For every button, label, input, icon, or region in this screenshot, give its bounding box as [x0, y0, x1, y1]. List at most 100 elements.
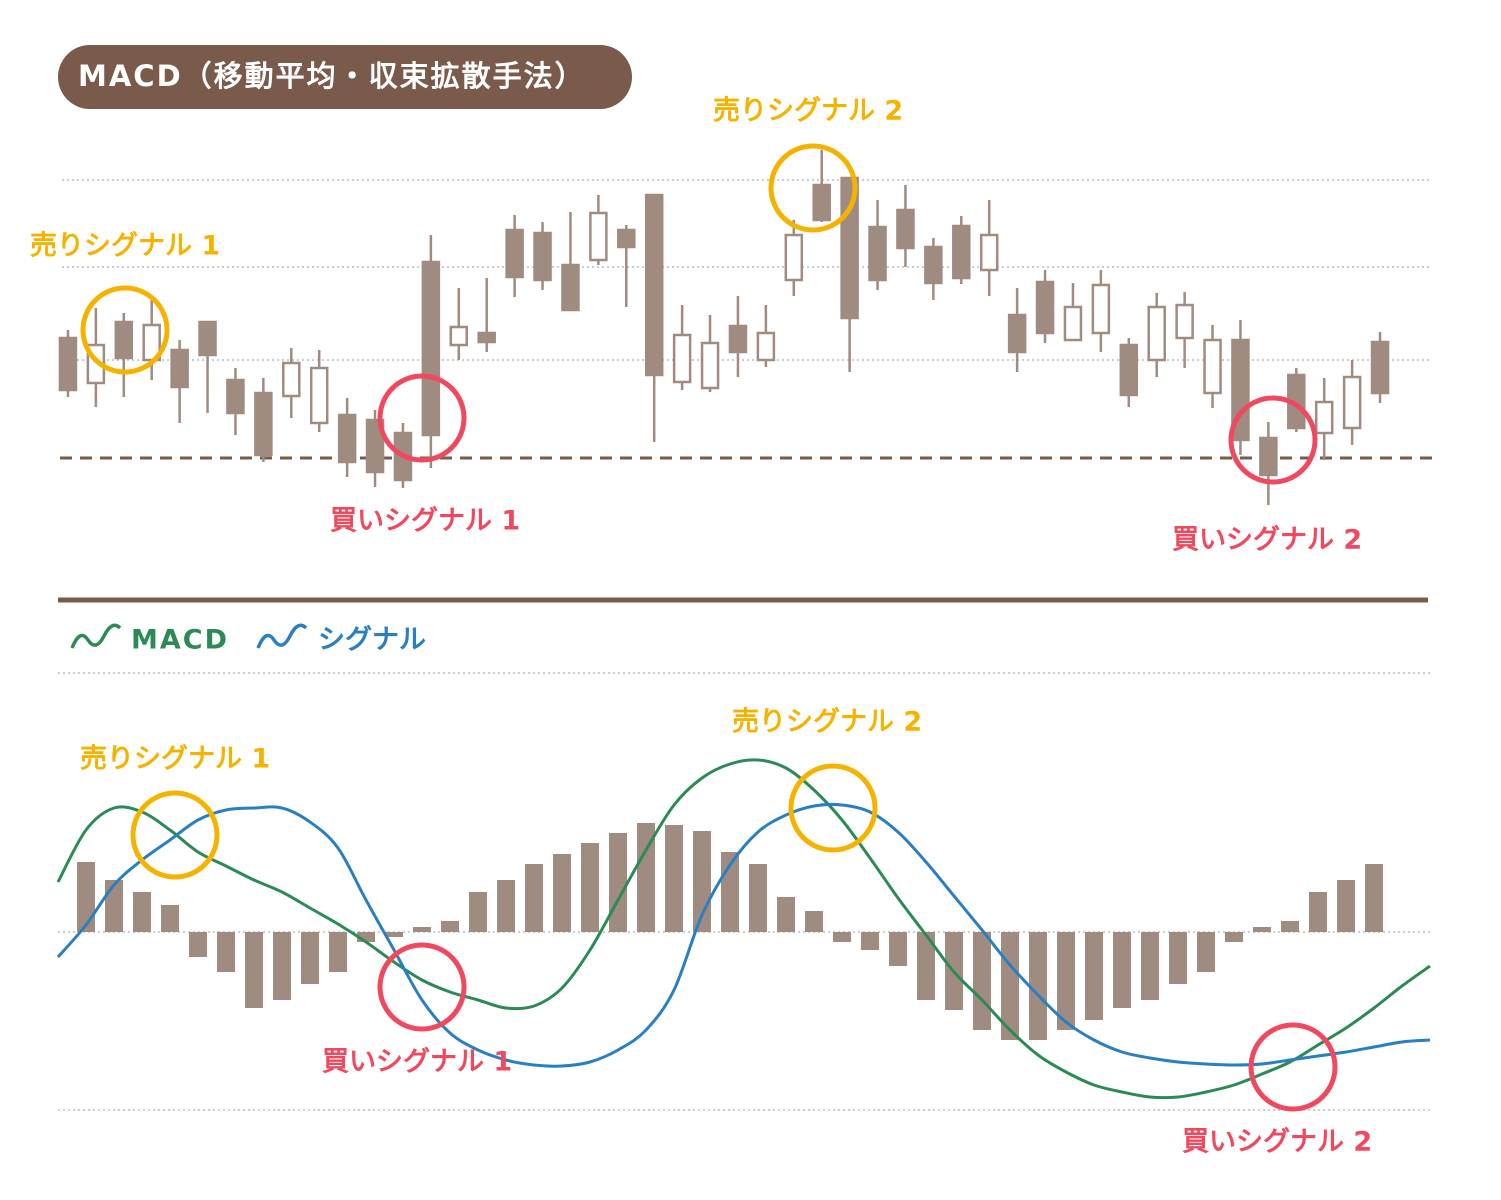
histogram-bar [301, 932, 319, 984]
histogram-bar [777, 897, 795, 932]
signal-circles [80, 143, 1338, 1112]
candle-body [365, 418, 385, 474]
candle-body [952, 224, 971, 280]
legend-label: MACD [131, 625, 229, 656]
candle-body [784, 233, 804, 282]
candle-body [756, 331, 776, 362]
candle-body [1091, 283, 1111, 335]
histogram-bar [637, 823, 655, 932]
histogram-bar [553, 854, 571, 932]
histogram-bar [609, 833, 627, 932]
histogram-bar [217, 932, 235, 972]
histogram-bar [1281, 921, 1299, 932]
histogram-bar [189, 932, 207, 957]
histogram-bar [329, 932, 347, 972]
candle-body [589, 211, 608, 262]
candle-body [421, 260, 441, 437]
candle-body [309, 366, 329, 425]
histogram-bar [77, 862, 95, 932]
candle-body [896, 208, 915, 250]
candle-body [1259, 436, 1278, 477]
candle-body [1147, 305, 1166, 362]
legend-label: シグナル [318, 624, 426, 656]
annotation: 売りシグナル 1 [80, 743, 270, 775]
sell-circle [768, 143, 858, 233]
sell-circle [130, 790, 220, 880]
histogram-bar [889, 932, 907, 966]
candle-body [337, 413, 357, 464]
histogram-bar [413, 927, 431, 932]
annotation: 売りシグナル 2 [732, 706, 922, 738]
candle-body [1063, 305, 1083, 342]
histogram-bar [1085, 932, 1103, 1020]
histogram-bar [1309, 892, 1327, 932]
histogram-bar [581, 843, 599, 932]
annotation: 買いシグナル 2 [1182, 1126, 1372, 1158]
title-pill [58, 45, 632, 109]
histogram-bar [917, 932, 935, 1000]
candle-body [114, 320, 134, 360]
histogram-bar [1253, 927, 1271, 932]
buy-circle [377, 373, 467, 463]
histogram-bar [833, 932, 851, 942]
candle-body [477, 331, 496, 344]
histogram-bar [357, 932, 375, 942]
series-line [56, 802, 1431, 1068]
candle-body [644, 193, 664, 377]
annotation: 買いシグナル 1 [322, 1046, 512, 1078]
candle-body [1035, 280, 1055, 335]
candle-body [254, 391, 273, 457]
buy-circle [377, 942, 467, 1032]
sell-circle [788, 763, 878, 853]
histogram-bar [1337, 880, 1355, 932]
candle-body [1342, 375, 1362, 430]
candle-body [700, 341, 720, 390]
candle-body [924, 245, 943, 285]
candle-body [505, 228, 524, 279]
candle-body [1314, 400, 1334, 435]
histogram-bar [973, 932, 991, 1030]
histogram-bar [105, 880, 123, 932]
histogram-bar [1225, 932, 1243, 942]
histogram-bar [805, 911, 823, 932]
candle-body [198, 320, 217, 357]
annotation: 売りシグナル 2 [713, 95, 903, 127]
candle-body [170, 348, 189, 389]
sell-circle [80, 285, 170, 375]
candle-body [282, 361, 301, 398]
candle-body [1370, 340, 1390, 395]
histogram-bar [497, 880, 515, 932]
histogram-bar [385, 932, 403, 937]
annotation: 売りシグナル 1 [30, 230, 220, 262]
candle-body [1119, 343, 1139, 397]
candle-body [226, 378, 245, 415]
candle-body [868, 225, 887, 282]
candle-body [1203, 338, 1222, 395]
buy-circle [1248, 1022, 1338, 1112]
histogram-bar [1365, 864, 1383, 932]
histogram-bar [1197, 932, 1215, 972]
candle-body [533, 231, 552, 282]
histogram-bar [861, 932, 879, 950]
histogram-bar [665, 825, 683, 932]
annotation: 買いシグナル 1 [330, 505, 520, 537]
histogram-bar [161, 905, 179, 932]
histogram-bar [1029, 932, 1047, 1040]
histogram-bar [749, 864, 767, 932]
marks [56, 150, 1431, 1100]
histogram-bar [1057, 932, 1075, 1030]
candle-body [449, 325, 469, 347]
annotation: 買いシグナル 2 [1172, 524, 1362, 556]
candle-body [1007, 313, 1027, 354]
candle-body [617, 228, 636, 249]
histogram-bar [469, 892, 487, 932]
candle-body [728, 324, 748, 354]
histogram-bar [1141, 932, 1159, 1000]
histogram-bar [1113, 932, 1131, 1008]
candle-body [672, 333, 692, 384]
histogram-bar [441, 921, 459, 932]
candle-body [812, 183, 831, 222]
legend-icon [256, 623, 308, 649]
histogram-bar [133, 892, 151, 932]
